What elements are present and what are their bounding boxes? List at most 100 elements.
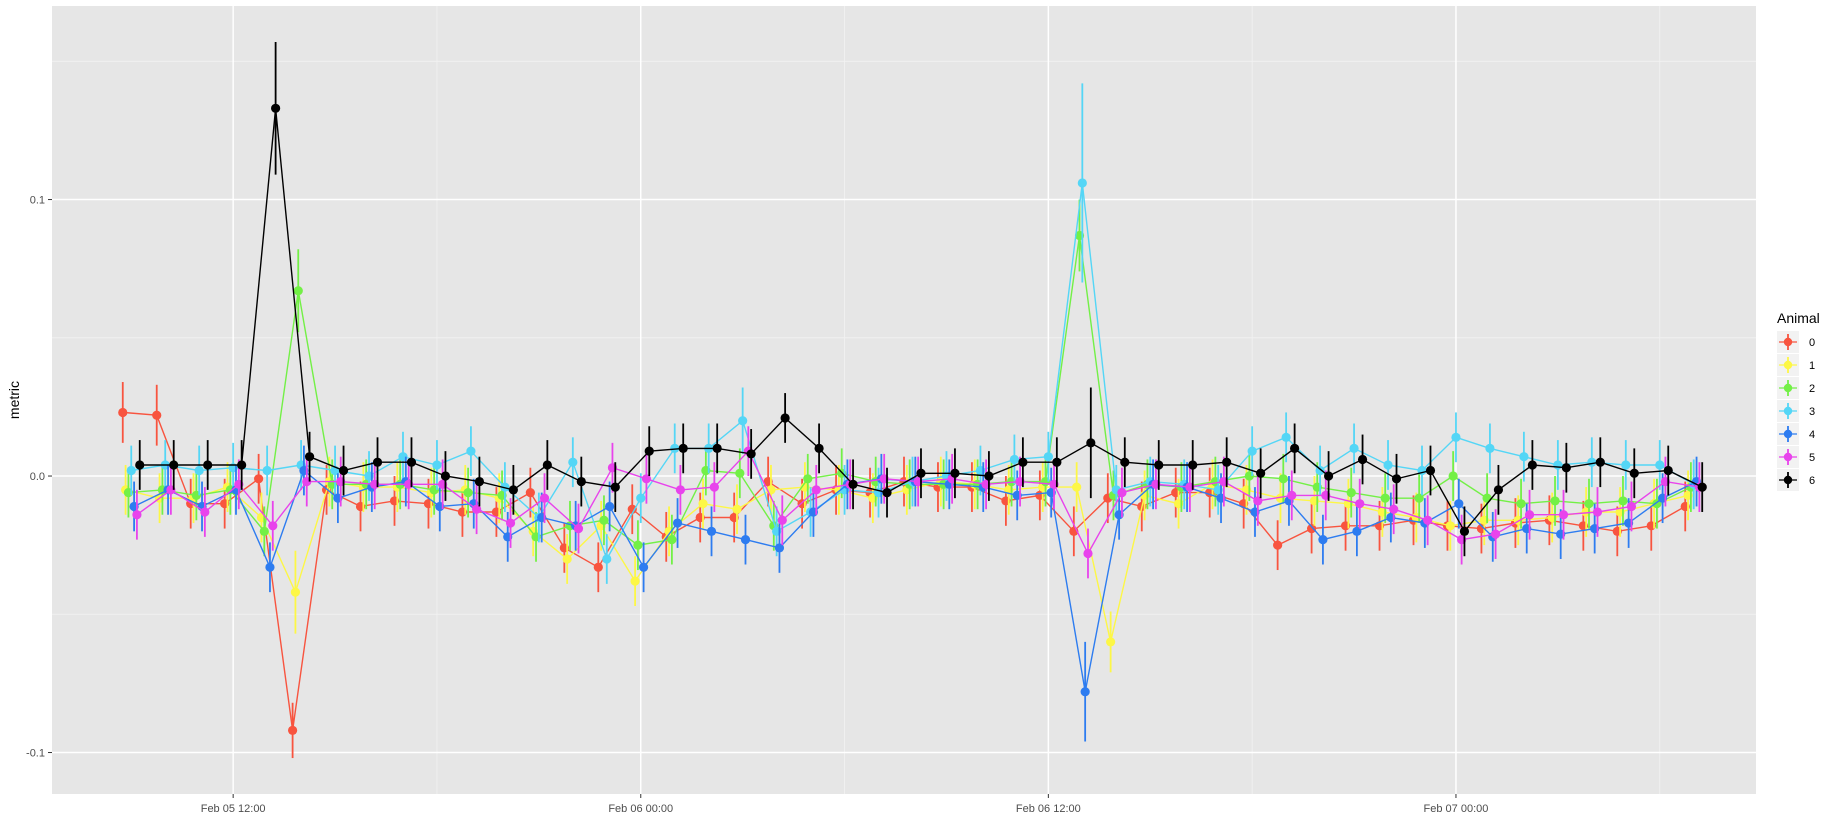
data-point (599, 515, 609, 525)
data-point (1273, 540, 1283, 550)
data-point (1655, 460, 1665, 470)
data-point (576, 476, 586, 487)
data-point (1595, 457, 1605, 467)
data-point (1287, 490, 1297, 500)
data-point (1043, 452, 1053, 462)
data-point (338, 465, 349, 476)
data-point (667, 535, 677, 545)
legend-label: 6 (1809, 475, 1815, 487)
data-point (1490, 529, 1501, 539)
data-point (1307, 523, 1317, 534)
data-point (1154, 460, 1164, 470)
data-point (738, 416, 748, 426)
y-tick-label: -0.1 (26, 748, 45, 760)
legend-item-3: 3 (1777, 400, 1815, 422)
y-axis: -0.1 0.0 0.1 (26, 195, 52, 760)
data-point (675, 485, 685, 495)
data-point (670, 443, 680, 453)
data-point (1120, 457, 1130, 467)
data-point (811, 485, 821, 495)
data-point (1423, 515, 1433, 525)
data-point (1459, 526, 1470, 536)
data-point (474, 476, 485, 487)
legend-key-point (1783, 406, 1793, 416)
x-tick-label: Feb 07 00:00 (1424, 803, 1489, 815)
data-point (466, 446, 476, 456)
data-point (508, 485, 518, 495)
data-point (539, 493, 550, 503)
data-point (1629, 468, 1639, 478)
data-point (1584, 499, 1594, 509)
data-point (200, 507, 210, 517)
data-point (1391, 474, 1402, 484)
data-point (568, 457, 578, 467)
data-point (1009, 454, 1019, 465)
data-point (126, 465, 136, 476)
legend-key-point (1783, 452, 1793, 462)
data-point (1318, 535, 1328, 545)
data-point (1355, 499, 1365, 509)
data-point (709, 482, 719, 492)
data-point (1072, 482, 1082, 492)
data-point (1222, 457, 1232, 467)
data-point (1253, 496, 1263, 506)
data-point (1618, 496, 1628, 506)
x-axis: Feb 05 12:00 Feb 06 00:00 Feb 06 12:00 Feb … (201, 794, 1489, 815)
data-point (610, 482, 620, 492)
data-point (882, 488, 892, 498)
data-point (1561, 463, 1571, 473)
data-point (678, 443, 688, 453)
data-point (1451, 432, 1461, 442)
data-point (372, 457, 383, 467)
data-point (638, 562, 649, 572)
data-point (630, 576, 640, 586)
data-point (1086, 438, 1096, 448)
data-point (304, 452, 315, 462)
data-point (132, 510, 142, 520)
data-point (803, 474, 813, 484)
x-tick-label: Feb 06 12:00 (1016, 803, 1081, 815)
data-point (1519, 452, 1529, 462)
data-point (1527, 460, 1537, 470)
data-point (1077, 178, 1087, 188)
data-point (1256, 468, 1266, 478)
data-point (194, 465, 204, 476)
data-point (1281, 432, 1291, 442)
data-point (1587, 457, 1597, 467)
data-point (1315, 465, 1325, 476)
data-point (774, 543, 785, 553)
data-point (135, 460, 145, 470)
data-point (259, 526, 269, 536)
data-point (1389, 504, 1399, 514)
data-point (237, 460, 247, 470)
data-point (406, 457, 417, 467)
data-point (290, 587, 301, 597)
data-point (262, 465, 272, 476)
legend-label: 4 (1809, 429, 1815, 441)
data-point (1346, 488, 1356, 498)
data-point (1106, 637, 1116, 647)
legend-label: 5 (1809, 452, 1815, 464)
legend-item-0: 0 (1777, 331, 1815, 353)
data-point (1621, 460, 1631, 470)
data-point (573, 523, 584, 534)
legend-item-6: 6 (1777, 469, 1815, 491)
x-tick-label: Feb 05 12:00 (201, 803, 266, 815)
data-point (698, 499, 708, 509)
data-point (525, 488, 535, 498)
data-point (1448, 471, 1458, 481)
data-point (500, 482, 510, 492)
data-point (562, 554, 572, 564)
data-point (848, 479, 858, 489)
data-point (593, 562, 603, 572)
data-point (432, 460, 442, 470)
data-point (605, 501, 615, 512)
data-point (712, 443, 722, 453)
series-6 (135, 41, 1707, 557)
data-point (984, 471, 994, 481)
data-point (1592, 507, 1603, 517)
data-point (1383, 460, 1393, 470)
data-point (1516, 499, 1526, 509)
legend-label: 3 (1809, 406, 1815, 418)
